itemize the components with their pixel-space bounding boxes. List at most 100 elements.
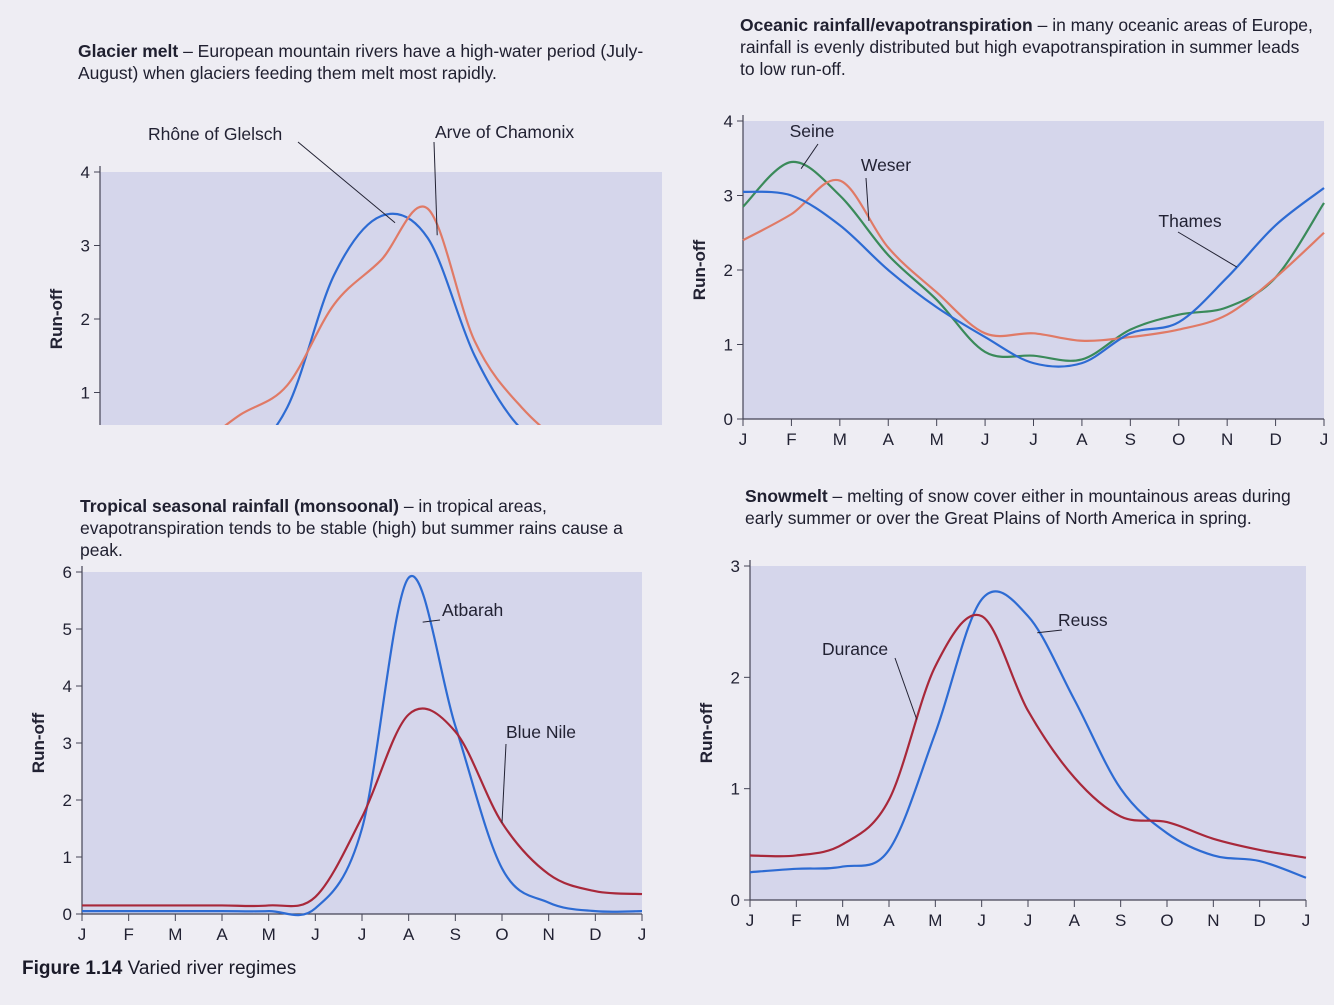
x-tick-label: M: [833, 430, 847, 448]
x-tick-label: J: [981, 430, 990, 448]
x-tick-label: J: [638, 925, 647, 944]
x-tick-label: J: [1320, 430, 1329, 448]
tropical-chart: 0 1 2 3 4 5 6 J F M A M J J A S O N D J Run-off Atbarah Blue N…: [29, 563, 647, 944]
series-label-leader: [422, 619, 441, 623]
snowmelt-title: Snowmelt: [745, 486, 828, 506]
x-tick-label: D: [1269, 430, 1281, 448]
series-label: Arve of Chamonix: [435, 122, 574, 142]
x-tick-label: J: [739, 430, 748, 448]
y-tick-label: 3: [63, 734, 72, 753]
x-tick-label: A: [883, 911, 895, 930]
tropical-description: – in tropical areas, evapotranspiration …: [80, 496, 623, 560]
y-tick-label: 5: [63, 620, 72, 639]
series-label: Seine: [790, 121, 835, 141]
x-tick-label: J: [358, 925, 367, 944]
series-line-seine: [742, 160, 1325, 362]
figure-caption: Figure 1.14 Varied river regimes: [22, 958, 296, 980]
x-tick-label: J: [746, 911, 755, 930]
glacier-title: Glacier melt: [78, 41, 179, 61]
x-tick-label: J: [977, 911, 986, 930]
snowmelt-caption: Snowmelt – melting of snow cover either …: [745, 485, 1315, 529]
glacier-caption: Glacier melt – European mountain rivers …: [78, 40, 668, 84]
series-line-arve-of-chamonix: [224, 205, 542, 425]
series-label: Rhône of Glelsch: [148, 124, 282, 144]
y-axis-label: Run-off: [697, 702, 716, 763]
oceanic-caption: Oceanic rainfall/evapotranspiration – in…: [740, 14, 1315, 80]
series-line-atbarah: [81, 574, 643, 917]
x-tick-label: M: [928, 911, 942, 930]
x-tick-label: A: [883, 430, 895, 448]
x-tick-label: F: [786, 430, 796, 448]
x-tick-label: J: [1302, 911, 1311, 930]
series-line-durance: [749, 613, 1307, 859]
x-tick-label: J: [1029, 430, 1038, 448]
series-label-leader: [297, 141, 396, 224]
series-line-reuss: [749, 590, 1307, 879]
x-tick-label: M: [168, 925, 182, 944]
series-label: Blue Nile: [506, 722, 576, 742]
y-tick-label: 1: [81, 384, 90, 403]
y-tick-label: 3: [81, 237, 90, 256]
oceanic-title: Oceanic rainfall/evapotranspiration: [740, 15, 1033, 35]
y-tick-label: 3: [731, 557, 740, 576]
x-tick-label: N: [543, 925, 555, 944]
y-tick-label: 2: [731, 668, 740, 687]
series-label-leader: [865, 177, 870, 221]
x-tick-label: M: [836, 911, 850, 930]
series-label-leader: [501, 743, 507, 823]
y-tick-label: 1: [731, 780, 740, 799]
y-tick-label: 6: [63, 563, 72, 582]
y-tick-label: 0: [724, 410, 733, 429]
y-tick-label: 2: [63, 791, 72, 810]
oceanic-description: – in many oceanic areas of Europe, rainf…: [740, 15, 1313, 79]
series-line-weser: [742, 178, 1325, 342]
y-axis-label: Run-off: [29, 712, 48, 773]
figure-number: Figure 1.14: [22, 958, 123, 979]
series-label: Durance: [822, 639, 888, 659]
x-tick-label: D: [589, 925, 601, 944]
y-axis-label: Run-off: [690, 239, 709, 300]
x-tick-label: F: [123, 925, 133, 944]
series-label: Atbarah: [442, 600, 503, 620]
y-tick-label: 0: [63, 905, 72, 924]
y-tick-label: 0: [731, 891, 740, 910]
series-label: Reuss: [1058, 610, 1108, 630]
plot-background: [82, 572, 642, 914]
x-tick-label: A: [216, 925, 228, 944]
y-tick-label: 4: [724, 112, 733, 131]
x-tick-label: O: [1160, 911, 1173, 930]
x-tick-label: S: [450, 925, 461, 944]
x-tick-label: M: [930, 430, 944, 448]
x-tick-label: J: [78, 925, 87, 944]
y-tick-label: 2: [724, 261, 733, 280]
y-tick-label: 3: [724, 187, 733, 206]
x-tick-label: F: [791, 911, 801, 930]
x-tick-label: J: [311, 925, 320, 944]
series-line-blue-nile: [82, 707, 643, 908]
tropical-caption: Tropical seasonal rainfall (monsoonal) –…: [80, 495, 650, 561]
series-label-leader: [1177, 231, 1238, 268]
x-tick-label: S: [1125, 430, 1136, 448]
y-tick-label: 4: [63, 677, 72, 696]
snowmelt-description: – melting of snow cover either in mounta…: [745, 486, 1291, 528]
x-tick-label: D: [1254, 911, 1266, 930]
y-tick-label: 2: [81, 310, 90, 329]
x-tick-label: O: [1172, 430, 1185, 448]
tropical-title: Tropical seasonal rainfall (monsoonal): [80, 496, 399, 516]
x-tick-label: N: [1207, 911, 1219, 930]
series-line-thames: [742, 187, 1325, 368]
series-line-rh-ne-of-glelsch: [275, 212, 520, 425]
x-tick-label: O: [495, 925, 508, 944]
snowmelt-chart: 0 1 2 3 J F M A M J J A S O N D J Run-off Durance Reuss: [697, 557, 1311, 930]
series-label-leader: [433, 141, 438, 236]
figure-text: Varied river regimes: [127, 958, 297, 979]
oceanic-chart: 0 1 2 3 4 J F M A M J J A S O N D J Run-off Seine Weser Thame…: [690, 112, 1329, 448]
plot-background: [743, 121, 1324, 419]
y-tick-label: 1: [63, 848, 72, 867]
x-tick-label: A: [1076, 430, 1088, 448]
x-tick-label: A: [1069, 911, 1081, 930]
y-tick-label: 4: [81, 163, 90, 182]
y-tick-label: 1: [724, 336, 733, 355]
series-label: Weser: [861, 155, 911, 175]
